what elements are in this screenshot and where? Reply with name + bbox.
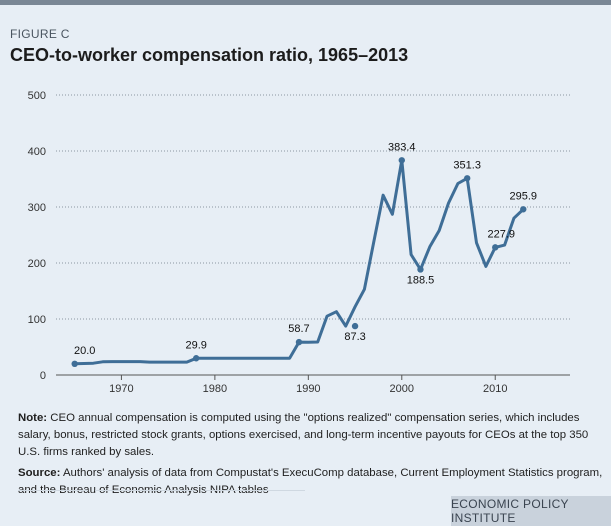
- x-tick-label: 2000: [390, 383, 414, 395]
- data-point: [192, 355, 200, 362]
- y-tick-label: 100: [28, 314, 46, 326]
- x-axis: 1970 1980 1990 2000 2010: [56, 374, 570, 395]
- source-paragraph: Source: Authors' analysis of data from C…: [18, 465, 604, 499]
- y-tick-label: 300: [28, 202, 46, 214]
- data-label: 188.5: [407, 274, 435, 286]
- data-label: 383.4: [388, 141, 416, 153]
- data-labels: 20.0 29.9 58.7 87.3 383.4 188.5 351.3 227.9 295.…: [74, 141, 537, 357]
- data-point: [71, 360, 78, 367]
- data-point: [520, 206, 527, 213]
- data-point: [417, 266, 424, 273]
- data-label: 58.7: [288, 323, 309, 335]
- data-point: [295, 338, 303, 346]
- source-label: Source:: [18, 467, 61, 479]
- data-label: 295.9: [510, 190, 538, 202]
- data-point: [464, 175, 471, 182]
- source-text: Authors' analysis of data from Compustat…: [18, 467, 603, 496]
- y-tick-label: 0: [40, 370, 46, 382]
- data-label: 20.0: [74, 345, 95, 357]
- y-tick-label: 400: [28, 146, 46, 158]
- x-tick-label: 1970: [109, 383, 133, 395]
- divider: [95, 490, 195, 491]
- data-label: 351.3: [453, 159, 481, 171]
- divider: [18, 490, 88, 491]
- y-axis-ticks: 0 100 200 300 400 500: [28, 90, 46, 382]
- note-paragraph: Note: CEO annual compensation is compute…: [18, 410, 604, 461]
- x-tick-label: 1990: [296, 383, 320, 395]
- divider: [205, 490, 305, 491]
- line-chart: 0 100 200 300 400 500 1970 1980 1990 2000 2010 20…: [28, 90, 570, 395]
- data-points: [71, 157, 527, 367]
- y-tick-label: 200: [28, 258, 46, 270]
- note-label: Note:: [18, 412, 48, 424]
- data-point: [351, 322, 359, 330]
- chart-title: CEO-to-worker compensation ratio, 1965–2…: [10, 45, 409, 65]
- gridlines: [56, 94, 570, 320]
- footer-brand: ECONOMIC POLICY INSTITUTE: [451, 496, 611, 526]
- y-tick-label: 500: [28, 90, 46, 102]
- data-label: 227.9: [487, 228, 515, 240]
- note-text: CEO annual compensation is computed usin…: [18, 412, 589, 458]
- notes-block: Note: CEO annual compensation is compute…: [18, 410, 604, 503]
- x-tick-label: 2010: [483, 383, 507, 395]
- x-tick-label: 1980: [203, 383, 227, 395]
- data-point: [492, 244, 499, 251]
- figure-label: FIGURE C: [10, 27, 70, 41]
- data-point: [398, 157, 405, 164]
- data-label: 87.3: [344, 331, 365, 343]
- data-label: 29.9: [185, 339, 206, 351]
